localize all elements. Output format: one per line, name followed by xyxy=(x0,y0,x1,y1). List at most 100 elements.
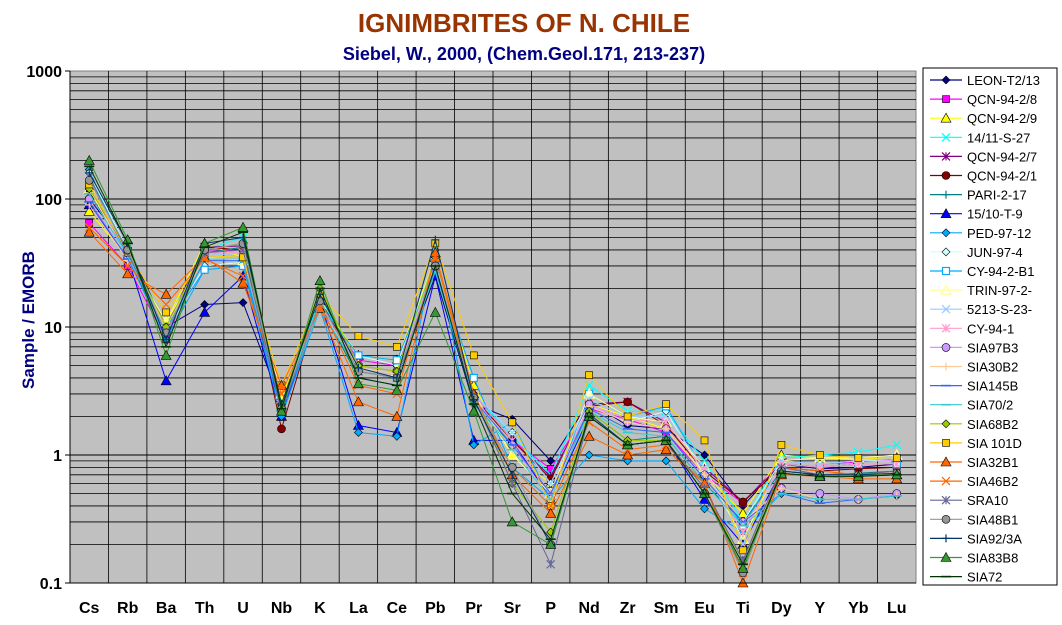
legend-item: LEON-T2/13 xyxy=(930,73,1040,88)
data-point xyxy=(507,428,517,437)
data-point xyxy=(662,424,671,433)
legend-swatch-marker xyxy=(941,343,951,352)
legend-label: SIA30B2 xyxy=(967,360,1018,375)
x-tick-label: Y xyxy=(815,600,826,617)
data-point xyxy=(160,375,172,386)
data-point xyxy=(777,484,786,493)
legend-label: SIA48B1 xyxy=(967,512,1018,527)
legend-item: QCN-94-2/1 xyxy=(930,169,1037,184)
legend-label: CY-94-2-B1 xyxy=(967,264,1034,279)
legend-swatch-marker xyxy=(941,304,951,314)
legend-swatch-marker xyxy=(941,151,951,161)
x-tick-label: Ce xyxy=(387,600,408,617)
data-point xyxy=(892,454,901,462)
data-point xyxy=(429,306,441,317)
data-point xyxy=(622,449,634,460)
data-point xyxy=(85,168,94,177)
legend-item: 5213-S-23- xyxy=(930,302,1032,317)
legend-swatch-marker xyxy=(941,228,951,238)
legend-label: PED-97-12 xyxy=(967,226,1031,241)
x-tick-label: Pb xyxy=(425,600,446,617)
data-point xyxy=(508,470,517,479)
legend-swatch-marker xyxy=(941,323,951,333)
series-line xyxy=(88,166,897,566)
data-point xyxy=(122,268,134,279)
data-point xyxy=(160,288,172,299)
data-point xyxy=(700,470,709,479)
legend-label: CY-94-1 xyxy=(967,321,1014,336)
data-point xyxy=(314,275,326,285)
data-point xyxy=(623,412,632,421)
data-point xyxy=(239,233,248,242)
data-point xyxy=(85,219,94,227)
legend-item: SIA83B8 xyxy=(930,551,1018,566)
legend-swatch-marker xyxy=(942,362,950,371)
data-point xyxy=(161,300,171,309)
legend-label: TRIN-97-2- xyxy=(967,283,1032,298)
legend: LEON-T2/13 QCN-94-2/8 QCN-94-2/9 14/11-S-27… xyxy=(922,67,1058,586)
data-point xyxy=(238,271,248,281)
data-point xyxy=(354,351,363,360)
axes: 0.1 1 10 100 1000 Cs Rb Ba Th U Nb K La Ce Pb Pr Sr P Nd Zr… xyxy=(26,64,916,617)
legend-item: SIA 101D xyxy=(930,436,1022,451)
y-tick-label: 1000 xyxy=(26,64,62,81)
data-point xyxy=(354,332,363,340)
legend-item: SIA145B xyxy=(930,379,1018,394)
series-line xyxy=(88,201,897,523)
legend-label: SIA97B3 xyxy=(967,340,1018,355)
legend-label: SIA83B8 xyxy=(967,551,1018,566)
legend-item: SIA92/3A xyxy=(930,531,1022,546)
data-point xyxy=(585,371,593,380)
legend-item: SIA72 xyxy=(930,570,1002,585)
x-tick-label: Lu xyxy=(887,600,907,617)
legend-label: LEON-T2/13 xyxy=(967,73,1040,88)
legend-label: QCN-94-2/8 xyxy=(967,92,1037,107)
data-point xyxy=(854,454,863,462)
data-point xyxy=(815,462,825,472)
data-point xyxy=(546,456,556,466)
legend-swatch-marker xyxy=(942,190,950,199)
legend-label: SIA32B1 xyxy=(967,455,1018,470)
data-point xyxy=(391,410,403,421)
x-tick-label: Nd xyxy=(578,600,599,617)
data-point xyxy=(160,349,172,360)
legend-item: TRIN-97-2- xyxy=(930,283,1032,298)
chart-title: IGNIMBRITES OF N. CHILE xyxy=(358,8,690,38)
legend-swatch-marker xyxy=(941,514,951,524)
legend-swatch-marker xyxy=(940,551,952,562)
series-line xyxy=(88,160,897,570)
series-line xyxy=(88,176,897,523)
x-tick-label: Pr xyxy=(465,600,482,617)
data-point xyxy=(275,405,288,416)
legend-swatch-marker xyxy=(942,439,950,447)
legend-item: PARI-2-17 xyxy=(930,188,1027,203)
legend-swatch-marker xyxy=(941,75,951,85)
legend-label: SIA46B2 xyxy=(967,474,1018,489)
x-tick-label: Ti xyxy=(736,600,750,617)
legend-item: SIA97B3 xyxy=(930,340,1018,355)
x-tick-label: Cs xyxy=(79,600,100,617)
data-point xyxy=(393,343,401,351)
legend-label: SIA145B xyxy=(967,379,1018,394)
legend-swatch-marker xyxy=(941,247,951,257)
legend-item: 14/11-S-27 xyxy=(930,130,1030,145)
x-tick-label: Zr xyxy=(620,600,636,617)
data-point xyxy=(545,507,557,518)
series-line xyxy=(88,188,897,503)
data-point xyxy=(546,501,556,511)
data-point xyxy=(391,384,403,395)
data-point xyxy=(84,222,94,232)
data-point xyxy=(83,205,95,216)
x-tick-label: U xyxy=(237,600,249,617)
y-tick-label: 100 xyxy=(35,192,62,209)
data-point xyxy=(162,308,170,317)
legend-swatch-marker xyxy=(939,283,953,295)
x-tick-label: K xyxy=(314,600,326,617)
legend-label: 15/10-T-9 xyxy=(967,207,1023,222)
data-point xyxy=(430,252,440,262)
legend-swatch-marker xyxy=(942,95,950,103)
data-point xyxy=(737,562,749,573)
data-point xyxy=(892,440,902,450)
x-tick-label: La xyxy=(349,600,368,617)
legend-item: SIA46B2 xyxy=(930,474,1018,489)
